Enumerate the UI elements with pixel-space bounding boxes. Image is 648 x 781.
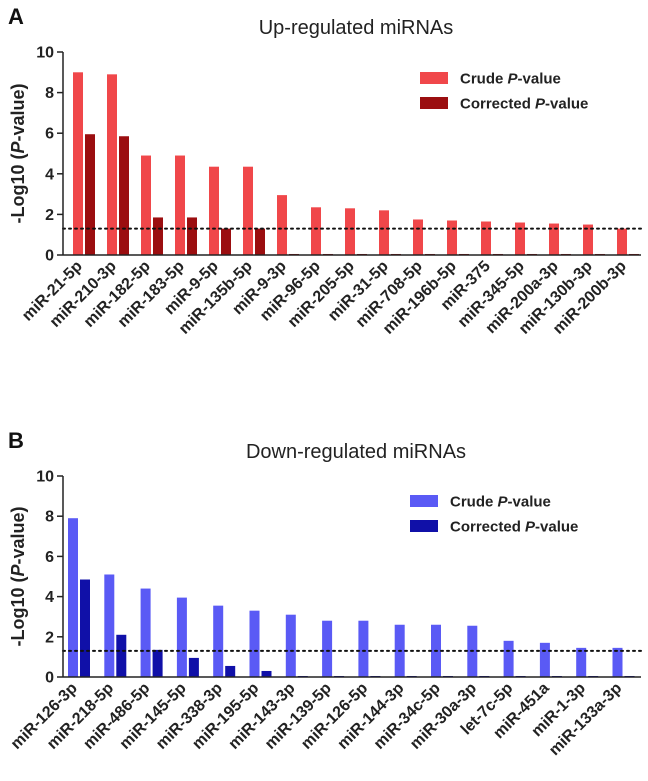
bar-crude — [107, 74, 117, 255]
bar-crude — [617, 228, 627, 255]
y-tick-label: 0 — [45, 248, 54, 265]
bar-crude — [285, 614, 296, 677]
bar-crude — [140, 588, 151, 677]
chart-panel-a: A Up-regulated miRNAs -Log10 (P-value) 0 2 4 6… — [8, 4, 642, 338]
legend-label: Corrected P-value — [460, 96, 588, 113]
bar-crude — [612, 647, 623, 677]
bar-crude — [447, 220, 457, 255]
legend-label: Crude P-value — [460, 71, 561, 88]
bar-crude — [243, 166, 253, 255]
legend-label: Corrected P-value — [450, 519, 578, 536]
y-tick-label: 6 — [45, 549, 54, 566]
legend-swatch — [410, 495, 438, 507]
y-tick-label: 8 — [45, 509, 54, 526]
bar-crude — [311, 207, 321, 255]
bar-crude — [73, 72, 83, 255]
chart-panel-b: B Down-regulated miRNAs -Log10 (P-value) 0 2… — [8, 428, 642, 759]
legend: Crude P-value Corrected P-value — [410, 494, 578, 536]
legend: Crude P-value Corrected P-value — [420, 71, 588, 113]
panel-letter: A — [8, 4, 24, 29]
bar-corrected — [116, 634, 127, 677]
bar-crude — [175, 155, 185, 255]
bar-corrected — [80, 579, 90, 677]
chart-title: Up-regulated miRNAs — [259, 17, 454, 39]
y-tick-label: 2 — [45, 629, 54, 646]
bar-crude — [345, 208, 355, 255]
chart-title: Down-regulated miRNAs — [246, 441, 466, 463]
bar-crude — [209, 166, 219, 255]
y-tick-label: 4 — [45, 166, 54, 183]
bar-corrected — [119, 136, 129, 255]
bar-corrected — [85, 134, 95, 255]
bar-crude — [141, 155, 151, 255]
bar-crude — [322, 620, 333, 677]
bar-crude — [277, 195, 287, 255]
bar-corrected — [152, 649, 163, 677]
legend-swatch — [420, 72, 448, 84]
bar-crude — [379, 210, 389, 255]
bar-crude — [583, 224, 593, 255]
bar-crude — [358, 620, 369, 677]
bar-crude — [576, 647, 587, 677]
bar-crude — [104, 574, 115, 677]
bar-corrected — [261, 670, 272, 677]
bar-crude — [515, 222, 525, 255]
y-tick-label: 10 — [36, 45, 54, 62]
bar-corrected — [225, 665, 236, 677]
bar-corrected — [255, 228, 265, 255]
bar-crude — [213, 605, 224, 677]
legend-swatch — [410, 520, 438, 532]
y-tick-label: 10 — [36, 469, 54, 486]
bar-corrected — [153, 217, 163, 255]
y-tick-label: 4 — [45, 589, 54, 606]
bar-crude — [249, 610, 260, 677]
bar-crude — [549, 223, 559, 255]
legend-label: Crude P-value — [450, 494, 551, 511]
y-tick-label: 8 — [45, 85, 54, 102]
bar-crude — [68, 518, 78, 677]
y-tick-label: 2 — [45, 207, 54, 224]
bar-corrected — [188, 657, 199, 677]
bar-corrected — [187, 217, 197, 255]
y-tick-label: 6 — [45, 126, 54, 143]
bar-crude — [413, 219, 423, 255]
bar-crude — [176, 597, 187, 677]
y-axis-label: -Log10 (P-value) — [8, 506, 28, 646]
legend-swatch — [420, 97, 448, 109]
y-tick-label: 0 — [45, 670, 54, 687]
bar-corrected — [221, 228, 231, 255]
bar-crude — [503, 640, 514, 677]
bar-crude — [539, 642, 550, 677]
bar-crude — [481, 221, 491, 255]
panel-letter: B — [8, 428, 24, 453]
y-axis-label: -Log10 (P-value) — [8, 83, 28, 223]
